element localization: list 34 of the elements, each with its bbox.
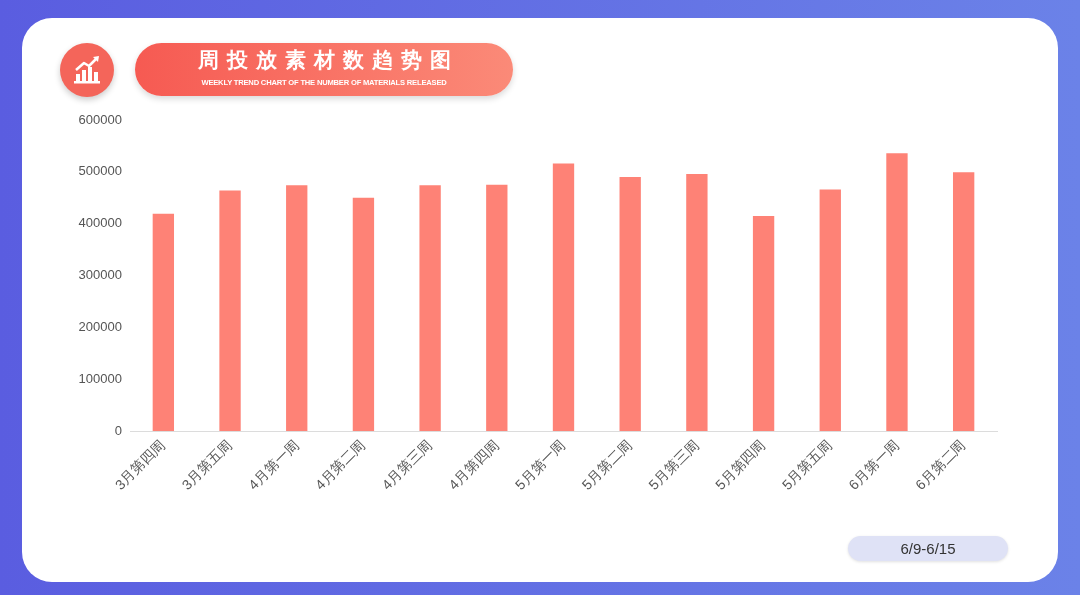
chart-title: 周投放素材数趋势图 [196,47,460,73]
y-tick-label: 0 [114,422,122,438]
bar [686,173,708,431]
bar [152,213,175,431]
x-tick-label: 4月第二周 [311,436,369,493]
bar [752,215,775,431]
x-tick-label: 4月第一周 [245,436,302,493]
bar [486,184,508,431]
y-tick-label: 500000 [78,163,122,179]
bar [419,185,441,431]
x-tick-label: 3月第四周 [111,436,169,493]
x-tick-label: 3月第五周 [178,436,235,493]
x-tick-label: 5月第一周 [511,436,569,493]
y-tick-label: 100000 [78,370,122,386]
x-tick-label: 5月第二周 [578,436,636,493]
y-tick-label: 400000 [78,215,122,231]
x-tick-label: 6月第二周 [912,436,969,493]
y-tick-label: 200000 [78,318,122,334]
bar [352,197,375,431]
x-tick-label: 6月第一周 [845,436,902,493]
x-tick-label: 4月第四周 [445,436,502,493]
x-tick-label: 4月第三周 [378,436,435,493]
bar [286,185,308,431]
y-tick-label: 300000 [78,267,122,283]
bar [219,190,241,431]
y-tick-label: 600000 [78,111,122,127]
x-tick-label: 5月第三周 [645,436,702,493]
bar [819,189,841,431]
bar [552,163,575,431]
x-tick-label: 5月第五周 [778,436,836,493]
bar [619,177,641,431]
bar [952,172,975,431]
bar [886,153,908,431]
x-tick-label: 5月第四周 [712,436,769,493]
